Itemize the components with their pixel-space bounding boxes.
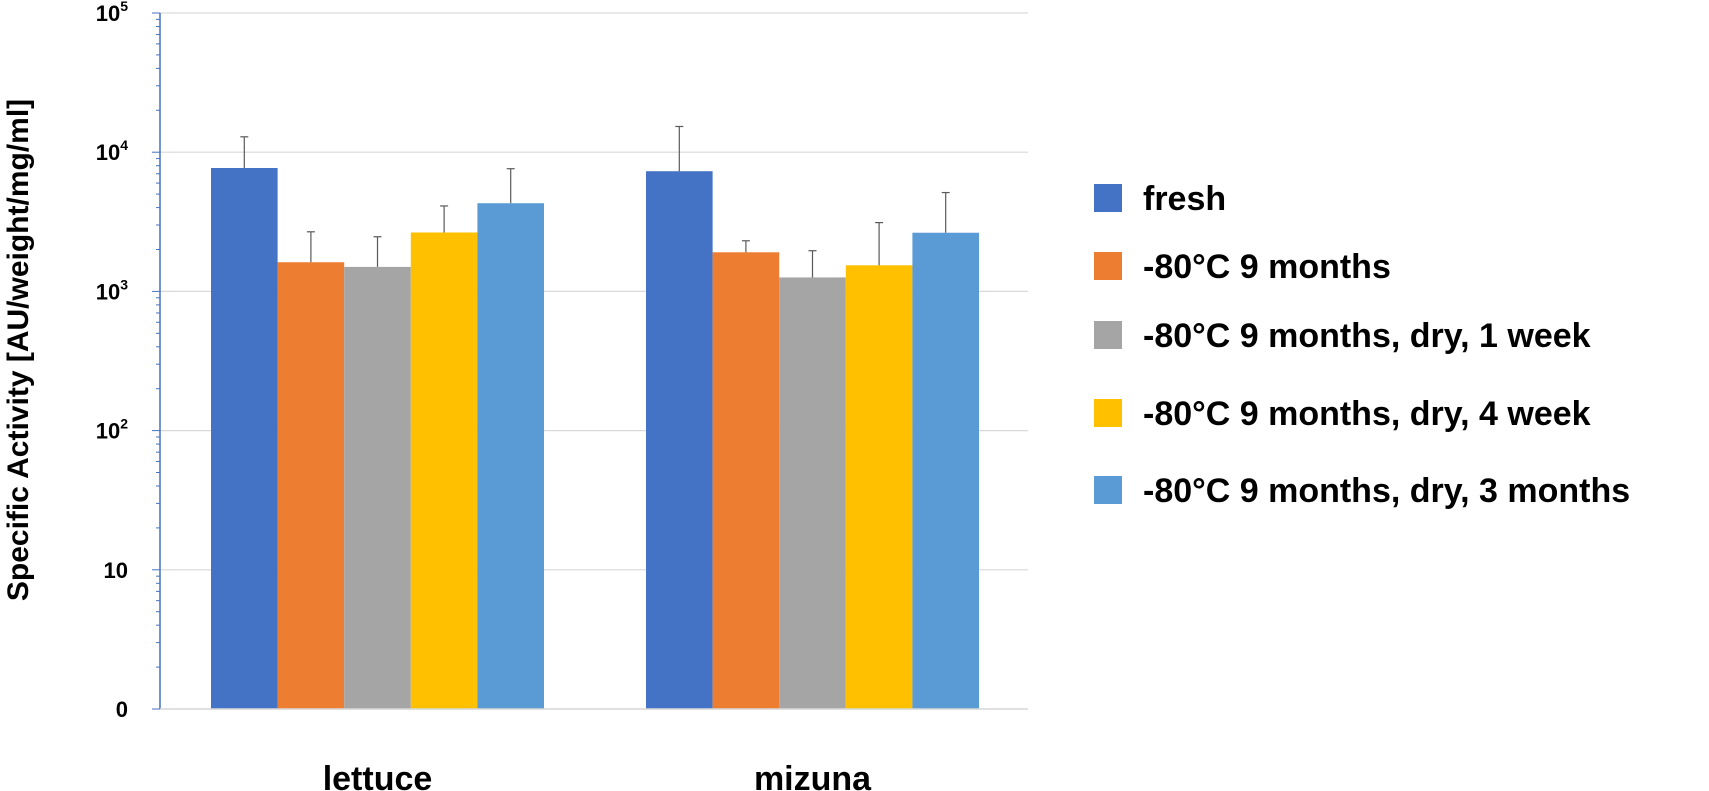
bar-mizuna-2 — [779, 277, 846, 709]
category-label-mizuna: mizuna — [754, 760, 872, 791]
legend-label: -80°C 9 months, dry, 3 months — [1143, 472, 1630, 510]
y-tick-labels: 0 10 102 103 104 105 — [96, 0, 128, 722]
legend-swatch — [1094, 321, 1122, 349]
bar-mizuna-1 — [712, 252, 780, 709]
error-bars — [240, 125, 950, 278]
bar-lettuce-1 — [277, 262, 345, 709]
y-tick-exponent: 2 — [120, 416, 128, 432]
bar-lettuce-4 — [477, 203, 544, 709]
bar-lettuce-3 — [410, 232, 478, 709]
y-tick-label: 10 — [104, 558, 128, 583]
y-tick-label: 0 — [116, 697, 128, 722]
y-tick-label: 105 — [96, 0, 128, 26]
legend-swatch — [1094, 399, 1122, 427]
y-axis — [152, 12, 1028, 710]
legend-label: -80°C 9 months, dry, 4 week — [1143, 395, 1591, 433]
bars — [211, 168, 979, 709]
y-tick-exponent: 5 — [120, 0, 128, 14]
y-tick-exponent: 4 — [120, 137, 128, 153]
legend-swatch — [1094, 476, 1122, 504]
legend-label: fresh — [1143, 180, 1226, 218]
legend-label: -80°C 9 months, dry, 1 week — [1143, 317, 1591, 355]
bar-mizuna-3 — [845, 265, 913, 709]
bar-mizuna-0 — [646, 171, 713, 709]
y-axis-title: Specific Activity [AU/weight/mg/ml] — [2, 99, 35, 601]
y-tick-label: 103 — [96, 276, 128, 304]
category-label-lettuce: lettuce — [323, 760, 433, 791]
legend-label: -80°C 9 months — [1143, 248, 1391, 286]
legend-swatch — [1094, 252, 1122, 280]
category-labels: lettuce mizuna — [323, 760, 872, 791]
bar-lettuce-2 — [344, 266, 411, 709]
y-tick-label: 102 — [96, 416, 128, 444]
legend-swatch — [1094, 184, 1122, 212]
bar-lettuce-0 — [211, 168, 278, 709]
y-tick-exponent: 3 — [120, 276, 128, 292]
legend: fresh -80°C 9 months -80°C 9 months, dry, … — [1094, 180, 1630, 510]
bar-mizuna-4 — [912, 232, 979, 709]
y-tick-label: 104 — [96, 137, 128, 165]
